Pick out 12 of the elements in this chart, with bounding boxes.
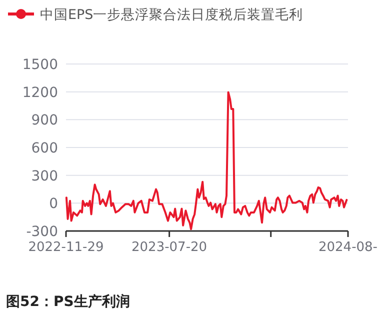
x-tick-label: 2022-11-29: [28, 240, 104, 255]
y-tick-label: 600: [31, 140, 58, 156]
y-tick-label: 0: [49, 196, 58, 212]
x-tick-label: 2023-07-20: [132, 240, 208, 255]
y-tick-label: 1500: [22, 57, 58, 73]
y-tick-label: 900: [31, 112, 58, 129]
caption: 图52：PS生产利润: [6, 293, 130, 310]
y-tick-label: -300: [26, 224, 58, 240]
x-tick-label: 2024-08-: [318, 240, 378, 255]
y-tick-label: 1200: [22, 84, 58, 101]
legend: 中国EPS一步悬浮聚合法日度税后装置毛利: [8, 7, 304, 23]
y-tick-label: 300: [31, 168, 58, 184]
